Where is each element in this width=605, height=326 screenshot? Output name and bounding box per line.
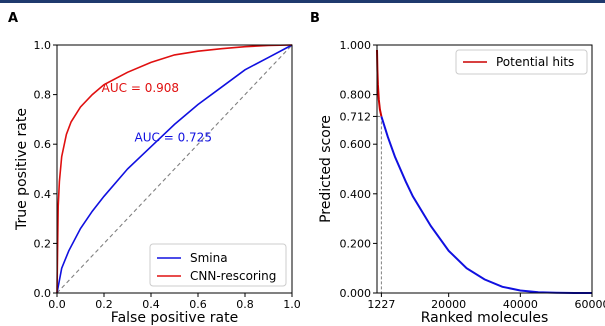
x-tick-label: 0.4 [142,298,160,311]
legend-label: Potential hits [496,55,574,69]
legend-box [149,243,287,287]
y-tick-label: 0.2 [34,237,52,250]
panel-a-legend: Smina CNN-rescoring [149,243,287,287]
y-tick-label: 0.800 [340,89,372,102]
panel-a: A 0.0 0.2 0.4 0.6 0.8 1.0 0.0 0.2 0.4 0.6 0.8 1.0 Fal… [8,11,301,326]
y-axis-label: Predicted score [318,115,334,223]
legend-label: Smina [190,251,228,265]
y-tick-label: 0.600 [340,138,372,151]
x-axis-label: False positive rate [111,310,238,326]
panel-a-axes-frame [56,44,293,294]
panel-a-label: A [8,11,18,26]
legend-label: CNN-rescoring [190,269,276,283]
y-tick-label: 0.6 [34,138,52,151]
panel-b-axes-frame [376,44,593,294]
roc-line-smina [56,44,293,294]
panel-b-legend: Potential hits [455,49,588,75]
panel-b-label: B [310,11,320,26]
x-tick-label: 0.8 [236,298,254,311]
x-tick-label: 1.0 [283,298,301,311]
score-line-potential-hits [376,49,383,117]
auc-annotation: AUC = 0.725 [135,131,212,145]
y-tick-label: 0.200 [340,237,372,250]
x-tick-label: 40000 [503,298,538,311]
x-axis-label: Ranked molecules [421,310,549,326]
auc-annotation: AUC = 0.908 [102,81,179,95]
y-tick-label: 1.0 [34,39,52,52]
diagonal-reference-line [56,44,293,294]
y-tick-label: 0.0 [34,287,52,300]
y-tick-label: 0.4 [34,188,52,201]
score-line-remaining [380,116,592,294]
y-tick-label: 0.712 [340,110,372,123]
y-tick-label: 1.000 [340,39,372,52]
y-axis-label: True positive rate [14,108,30,231]
x-tick-label: 0.0 [48,298,66,311]
x-tick-label: 20000 [431,298,466,311]
header-rule [0,0,605,3]
x-tick-label: 0.2 [95,298,113,311]
legend-box [455,49,588,75]
y-tick-label: 0.400 [340,188,372,201]
x-tick-label: 1227 [367,298,395,311]
y-tick-label: 0.000 [340,287,372,300]
y-tick-label: 0.8 [34,89,52,102]
x-tick-label: 0.6 [189,298,207,311]
roc-line-cnn-rescoring [56,44,293,294]
